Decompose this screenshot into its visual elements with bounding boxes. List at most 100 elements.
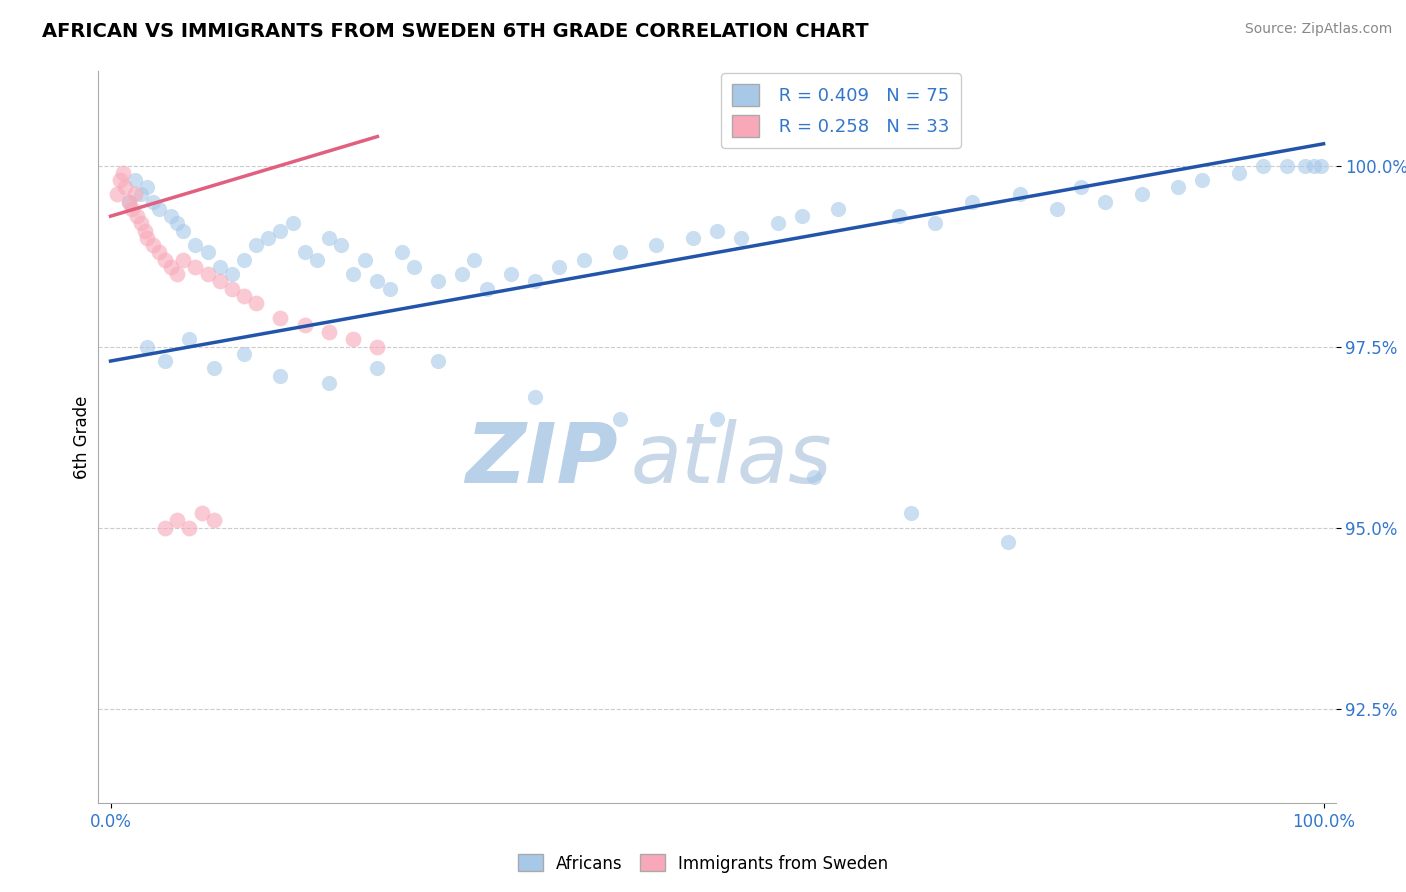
Text: atlas: atlas — [630, 418, 832, 500]
Point — [129, 216, 152, 230]
Point — [1010, 187, 1032, 202]
Point — [1130, 187, 1153, 202]
Point — [790, 209, 813, 223]
Point — [179, 332, 201, 346]
Point — [172, 224, 194, 238]
Point — [330, 238, 353, 252]
Point — [318, 325, 340, 339]
Text: Source: ZipAtlas.com: Source: ZipAtlas.com — [1244, 22, 1392, 37]
Point — [124, 187, 146, 202]
Point — [391, 245, 413, 260]
Point — [118, 194, 141, 209]
Point — [1251, 159, 1274, 173]
Point — [318, 376, 340, 390]
Point — [900, 506, 922, 520]
Point — [402, 260, 425, 274]
Point — [427, 354, 450, 368]
Point — [245, 296, 267, 310]
Point — [1094, 194, 1116, 209]
Point — [887, 209, 910, 223]
Point — [366, 340, 388, 354]
Point — [114, 180, 136, 194]
Point — [160, 209, 183, 223]
Point — [706, 224, 728, 238]
Point — [136, 340, 159, 354]
Point — [827, 202, 849, 216]
Point — [136, 231, 159, 245]
Point — [179, 520, 201, 534]
Point — [1046, 202, 1069, 216]
Point — [142, 194, 165, 209]
Point — [463, 252, 485, 267]
Point — [609, 245, 631, 260]
Point — [202, 513, 225, 527]
Point — [118, 194, 141, 209]
Point — [1070, 180, 1092, 194]
Point — [121, 202, 143, 216]
Point — [766, 216, 789, 230]
Point — [475, 282, 498, 296]
Point — [202, 361, 225, 376]
Point — [233, 252, 256, 267]
Point — [1294, 159, 1316, 173]
Point — [153, 354, 176, 368]
Point — [1275, 159, 1298, 173]
Point — [166, 216, 188, 230]
Point — [803, 470, 825, 484]
Point — [124, 173, 146, 187]
Point — [197, 267, 219, 281]
Point — [142, 238, 165, 252]
Point — [1167, 180, 1189, 194]
Point — [342, 332, 364, 346]
Point — [354, 252, 377, 267]
Point — [127, 209, 149, 223]
Legend: Africans, Immigrants from Sweden: Africans, Immigrants from Sweden — [512, 847, 894, 880]
Point — [233, 347, 256, 361]
Point — [706, 412, 728, 426]
Point — [208, 274, 231, 288]
Point — [609, 412, 631, 426]
Point — [548, 260, 571, 274]
Y-axis label: 6th Grade: 6th Grade — [73, 395, 91, 479]
Point — [294, 318, 316, 332]
Point — [366, 274, 388, 288]
Point — [111, 166, 134, 180]
Point — [197, 245, 219, 260]
Point — [378, 282, 401, 296]
Point — [524, 390, 547, 404]
Point — [682, 231, 704, 245]
Legend:  R = 0.409   N = 75,  R = 0.258   N = 33: R = 0.409 N = 75, R = 0.258 N = 33 — [721, 73, 960, 148]
Point — [730, 231, 752, 245]
Text: AFRICAN VS IMMIGRANTS FROM SWEDEN 6TH GRADE CORRELATION CHART: AFRICAN VS IMMIGRANTS FROM SWEDEN 6TH GR… — [42, 22, 869, 41]
Point — [1302, 159, 1324, 173]
Point — [572, 252, 595, 267]
Point — [257, 231, 280, 245]
Point — [269, 368, 291, 383]
Point — [1191, 173, 1213, 187]
Point — [269, 310, 291, 325]
Point — [221, 282, 243, 296]
Point — [451, 267, 474, 281]
Point — [427, 274, 450, 288]
Point — [166, 267, 188, 281]
Point — [184, 238, 207, 252]
Point — [129, 187, 152, 202]
Point — [305, 252, 328, 267]
Point — [997, 535, 1019, 549]
Point — [924, 216, 946, 230]
Point — [366, 361, 388, 376]
Text: ZIP: ZIP — [465, 418, 619, 500]
Point — [342, 267, 364, 281]
Point — [190, 506, 212, 520]
Point — [166, 513, 188, 527]
Point — [184, 260, 207, 274]
Point — [134, 224, 156, 238]
Point — [499, 267, 522, 281]
Point — [153, 520, 176, 534]
Point — [960, 194, 983, 209]
Point — [269, 224, 291, 238]
Point — [148, 202, 170, 216]
Point — [318, 231, 340, 245]
Point — [110, 173, 132, 187]
Point — [645, 238, 668, 252]
